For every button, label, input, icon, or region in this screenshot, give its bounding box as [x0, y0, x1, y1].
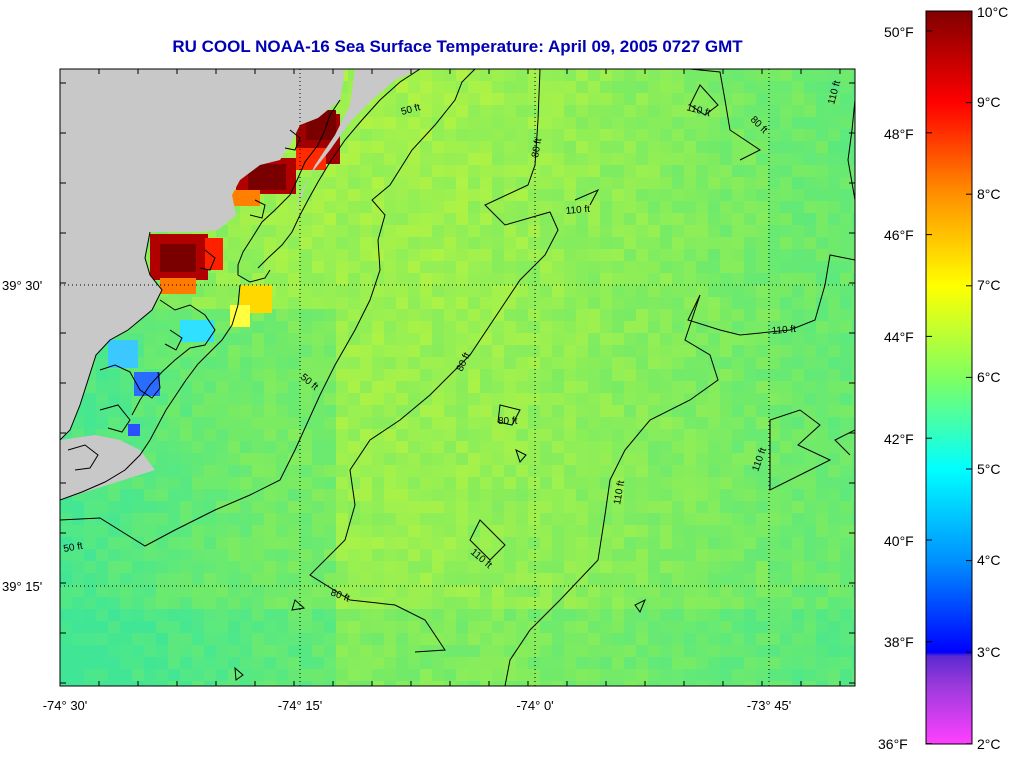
y-tick-label-2: 39° 15': [2, 579, 42, 594]
colorbar-ticks: [926, 10, 972, 745]
colorbar-c-3: 3°C: [977, 644, 1001, 660]
colorbar-f-46: 46°F: [884, 227, 914, 243]
colorbar-f-50: 50°F: [884, 24, 914, 40]
axis-ticks: [59, 69, 855, 686]
colorbar-c-2: 2°C: [977, 736, 1001, 752]
x-tick-label-2: -74° 15': [278, 698, 323, 713]
colorbar-c-7: 7°C: [977, 277, 1001, 293]
land-mass: [60, 69, 345, 440]
land-mass-barrier: [295, 69, 420, 215]
coastline: [60, 69, 421, 501]
colorbar-f-40: 40°F: [884, 533, 914, 549]
contour-label-50-north: 50 ft: [400, 102, 422, 118]
colorbar-c-8: 8°C: [977, 186, 1001, 202]
x-tick-label-3: -74° 0': [516, 698, 553, 713]
warm-bay-patches: [108, 110, 340, 436]
land-mass-south: [60, 435, 155, 500]
map-title: RU COOL NOAA-16 Sea Surface Temperature:…: [172, 37, 743, 56]
colorbar-c-5: 5°C: [977, 461, 1001, 477]
y-tick-label-1: 39° 30': [2, 278, 42, 293]
colorbar: [925, 10, 973, 745]
contour-label-80-small: 80 ft: [498, 416, 518, 427]
contour-label-110-e: 110 ft: [612, 479, 627, 505]
colorbar-c-9: 9°C: [977, 94, 1001, 110]
x-tick-label-1: -74° 30': [43, 698, 88, 713]
contour-label-80-north: 80 ft: [530, 137, 544, 158]
colorbar-c-6: 6°C: [977, 369, 1001, 385]
colorbar-f-42: 42°F: [884, 431, 914, 447]
contour-label-110-d: 110 ft: [771, 324, 796, 337]
bathymetry-contours: [60, 69, 855, 686]
colorbar-f-48: 48°F: [884, 126, 914, 142]
colorbar-f-38: 38°F: [884, 634, 914, 650]
contour-label-50-south: 50 ft: [63, 541, 84, 555]
colorbar-f-44: 44°F: [884, 329, 914, 345]
map-frame: [59, 68, 856, 687]
colorbar-c-10: 10°C: [977, 4, 1009, 20]
graticule: [60, 69, 855, 686]
colorbar-c-4: 4°C: [977, 552, 1001, 568]
colorbar-f-36: 36°F: [878, 736, 908, 752]
contour-label-110-b: 110 ft: [565, 204, 590, 217]
x-tick-label-4: -73° 45': [747, 698, 792, 713]
